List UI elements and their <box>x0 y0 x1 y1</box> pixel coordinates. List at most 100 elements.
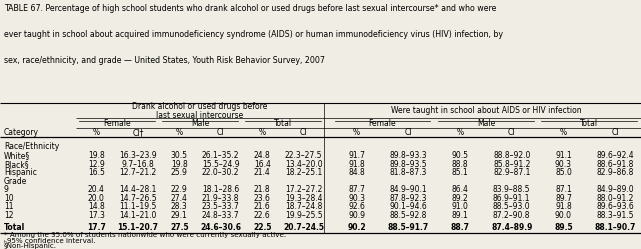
Text: * Among the 35.0% of students nationwide who were currently sexually active.: * Among the 35.0% of students nationwide… <box>4 232 286 238</box>
Text: Male: Male <box>191 119 209 127</box>
Text: 89.2: 89.2 <box>452 194 469 203</box>
Text: 89.8–93.3: 89.8–93.3 <box>390 151 427 160</box>
Text: 88.5–91.7: 88.5–91.7 <box>388 223 429 232</box>
Text: %: % <box>560 128 567 137</box>
Text: 88.8–92.0: 88.8–92.0 <box>493 151 530 160</box>
Text: CI: CI <box>300 128 308 137</box>
Text: 92.6: 92.6 <box>348 202 365 211</box>
Text: 18.7–24.8: 18.7–24.8 <box>285 202 322 211</box>
Text: 9.7–16.8: 9.7–16.8 <box>121 160 154 169</box>
Text: 24.8: 24.8 <box>254 151 271 160</box>
Text: %: % <box>93 128 100 137</box>
Text: Female: Female <box>103 119 131 127</box>
Text: 21.6: 21.6 <box>254 202 271 211</box>
Text: 88.8: 88.8 <box>452 160 469 169</box>
Text: 12: 12 <box>4 211 13 220</box>
Text: Grade: Grade <box>4 177 27 186</box>
Text: %: % <box>353 128 360 137</box>
Text: 91.8: 91.8 <box>555 202 572 211</box>
Text: ever taught in school about acquired immunodeficiency syndrome (AIDS) or human i: ever taught in school about acquired imm… <box>4 30 503 39</box>
Text: 89.7: 89.7 <box>555 194 572 203</box>
Text: 88.3–91.5: 88.3–91.5 <box>596 211 634 220</box>
Text: 88.7: 88.7 <box>451 223 469 232</box>
Text: %: % <box>176 128 183 137</box>
Text: 14.4–28.1: 14.4–28.1 <box>119 186 156 194</box>
Text: 90.9: 90.9 <box>348 211 365 220</box>
Text: 21.9–33.8: 21.9–33.8 <box>202 194 240 203</box>
Text: 11.1–19.5: 11.1–19.5 <box>119 202 156 211</box>
Text: 26.1–35.2: 26.1–35.2 <box>202 151 240 160</box>
Text: 25.9: 25.9 <box>171 168 188 177</box>
Text: 88.5–92.8: 88.5–92.8 <box>390 211 427 220</box>
Text: CI: CI <box>612 128 619 137</box>
Text: 87.2–90.8: 87.2–90.8 <box>493 211 531 220</box>
Text: 18.1–28.6: 18.1–28.6 <box>202 186 239 194</box>
Text: 30.5: 30.5 <box>171 151 188 160</box>
Text: 23.6: 23.6 <box>254 194 271 203</box>
Text: White§: White§ <box>4 151 30 160</box>
Text: 91.8: 91.8 <box>348 160 365 169</box>
Text: 28.3: 28.3 <box>171 202 188 211</box>
Text: 85.0: 85.0 <box>555 168 572 177</box>
Text: 89.5: 89.5 <box>554 223 573 232</box>
Text: 84.9–90.1: 84.9–90.1 <box>390 186 427 194</box>
Text: Female: Female <box>369 119 396 127</box>
Text: 14.7–26.5: 14.7–26.5 <box>119 194 156 203</box>
Text: last sexual intercourse: last sexual intercourse <box>156 111 244 120</box>
Text: 21.8: 21.8 <box>254 186 271 194</box>
Text: 81.8–87.3: 81.8–87.3 <box>390 168 427 177</box>
Text: 16.3–23.9: 16.3–23.9 <box>119 151 156 160</box>
Text: 89.8–93.5: 89.8–93.5 <box>390 160 427 169</box>
Text: Category: Category <box>4 128 39 137</box>
Text: 14.1–21.0: 14.1–21.0 <box>119 211 156 220</box>
Text: 23.5–33.7: 23.5–33.7 <box>202 202 240 211</box>
Text: ₕ95% confidence interval.: ₕ95% confidence interval. <box>4 238 96 244</box>
Text: 91.1: 91.1 <box>555 151 572 160</box>
Text: 20.4: 20.4 <box>88 186 104 194</box>
Text: 83.9–88.5: 83.9–88.5 <box>493 186 531 194</box>
Text: TABLE 67. Percentage of high school students who drank alcohol or used drugs bef: TABLE 67. Percentage of high school stud… <box>4 4 496 13</box>
Text: 19.3–28.4: 19.3–28.4 <box>285 194 322 203</box>
Text: 22.3–27.5: 22.3–27.5 <box>285 151 322 160</box>
Text: Hispanic: Hispanic <box>4 168 37 177</box>
Text: 87.7: 87.7 <box>348 186 365 194</box>
Text: 22.9: 22.9 <box>171 186 188 194</box>
Text: 88.1–90.7: 88.1–90.7 <box>594 223 636 232</box>
Text: %: % <box>456 128 463 137</box>
Text: 84.8: 84.8 <box>348 168 365 177</box>
Text: 27.5: 27.5 <box>170 223 188 232</box>
Text: CI: CI <box>404 128 412 137</box>
Text: 15.5–24.9: 15.5–24.9 <box>202 160 240 169</box>
Text: 17.7: 17.7 <box>87 223 106 232</box>
Text: 82.9–87.1: 82.9–87.1 <box>493 168 530 177</box>
Text: 12.7–21.2: 12.7–21.2 <box>119 168 156 177</box>
Text: sex, race/ethnicity, and grade — United States, Youth Risk Behavior Survey, 2007: sex, race/ethnicity, and grade — United … <box>4 56 325 65</box>
Text: %: % <box>258 128 266 137</box>
Text: 86.9–91.1: 86.9–91.1 <box>493 194 531 203</box>
Text: 21.4: 21.4 <box>254 168 271 177</box>
Text: 89.1: 89.1 <box>452 211 469 220</box>
Text: 86.4: 86.4 <box>452 186 469 194</box>
Text: 87.8–92.3: 87.8–92.3 <box>390 194 427 203</box>
Text: 22.6: 22.6 <box>254 211 271 220</box>
Text: 9: 9 <box>4 186 9 194</box>
Text: 10: 10 <box>4 194 13 203</box>
Text: CI: CI <box>217 128 224 137</box>
Text: 19.8: 19.8 <box>171 160 188 169</box>
Text: 13.4–20.0: 13.4–20.0 <box>285 160 322 169</box>
Text: Total: Total <box>274 119 292 127</box>
Text: 88.5–93.0: 88.5–93.0 <box>493 202 531 211</box>
Text: 90.3: 90.3 <box>348 194 365 203</box>
Text: Male: Male <box>477 119 495 127</box>
Text: 82.9–86.8: 82.9–86.8 <box>597 168 634 177</box>
Text: 90.0: 90.0 <box>555 211 572 220</box>
Text: 24.6–30.6: 24.6–30.6 <box>200 223 241 232</box>
Text: CI: CI <box>508 128 515 137</box>
Text: 88.0–91.2: 88.0–91.2 <box>597 194 634 203</box>
Text: 17.3: 17.3 <box>88 211 104 220</box>
Text: 27.4: 27.4 <box>171 194 188 203</box>
Text: 16.4: 16.4 <box>254 160 271 169</box>
Text: 84.9–89.0: 84.9–89.0 <box>596 186 634 194</box>
Text: 90.1–94.6: 90.1–94.6 <box>390 202 427 211</box>
Text: 29.1: 29.1 <box>171 211 188 220</box>
